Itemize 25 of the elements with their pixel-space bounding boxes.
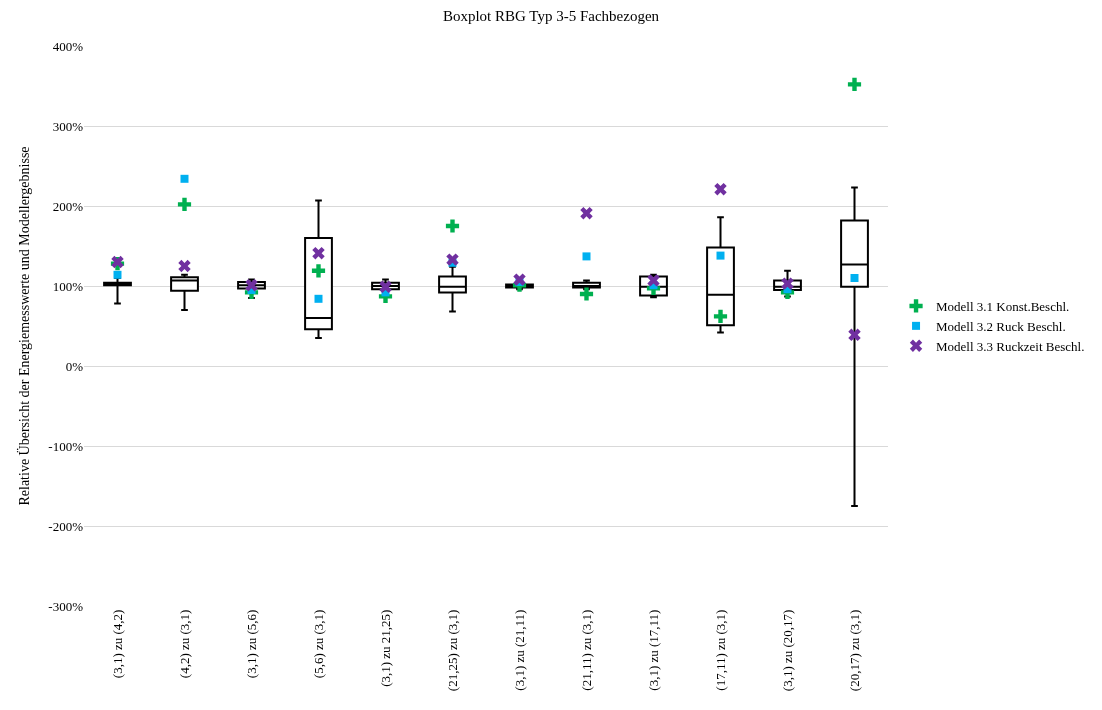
y-axis-title: Relative Übersicht der Energiemesswerte und Modellergebnisse	[15, 146, 32, 506]
legend-label: Modell 3.2 Ruck Beschl.	[936, 318, 1066, 334]
legend-label: Modell 3.3 Ruckzeit Beschl.	[936, 338, 1085, 354]
y-tick-label: -300%	[48, 598, 84, 614]
y-tick-label: 300%	[52, 118, 84, 134]
y-tick-label: 0%	[65, 358, 84, 374]
x-tick-label: (21,25) zu (3,1)	[444, 609, 460, 692]
x-tick-label: (3,1) zu (4,2)	[109, 609, 125, 679]
y-tick-label: -200%	[48, 518, 84, 534]
x-tick-label: (5,6) zu (3,1)	[310, 609, 326, 679]
x-tick-label: (3,1) zu (17,11)	[645, 609, 661, 691]
x-tick-label: (3,1) zu 21,25)	[377, 609, 393, 687]
y-tick-label: 100%	[52, 278, 84, 294]
x-tick-label: (21,11) zu (3,1)	[578, 609, 594, 691]
x-tick-label: (3,1) zu (5,6)	[243, 609, 259, 679]
x-tick-label: (4,2) zu (3,1)	[176, 609, 192, 679]
chart-title: Boxplot RBG Typ 3-5 Fachbezogen	[442, 8, 660, 25]
x-tick-label: (3,1) zu (20,17)	[779, 609, 795, 692]
y-tick-label: -100%	[48, 438, 84, 454]
y-tick-label: 400%	[52, 38, 84, 54]
x-tick-label: (3,1) zu (21,11)	[511, 609, 527, 691]
legend-label: Modell 3.1 Konst.Beschl.	[936, 299, 1070, 315]
y-tick-label: 200%	[52, 198, 84, 214]
x-tick-label: (17,11) zu (3,1)	[712, 609, 728, 691]
x-tick-label: (20,17) zu (3,1)	[846, 609, 862, 692]
